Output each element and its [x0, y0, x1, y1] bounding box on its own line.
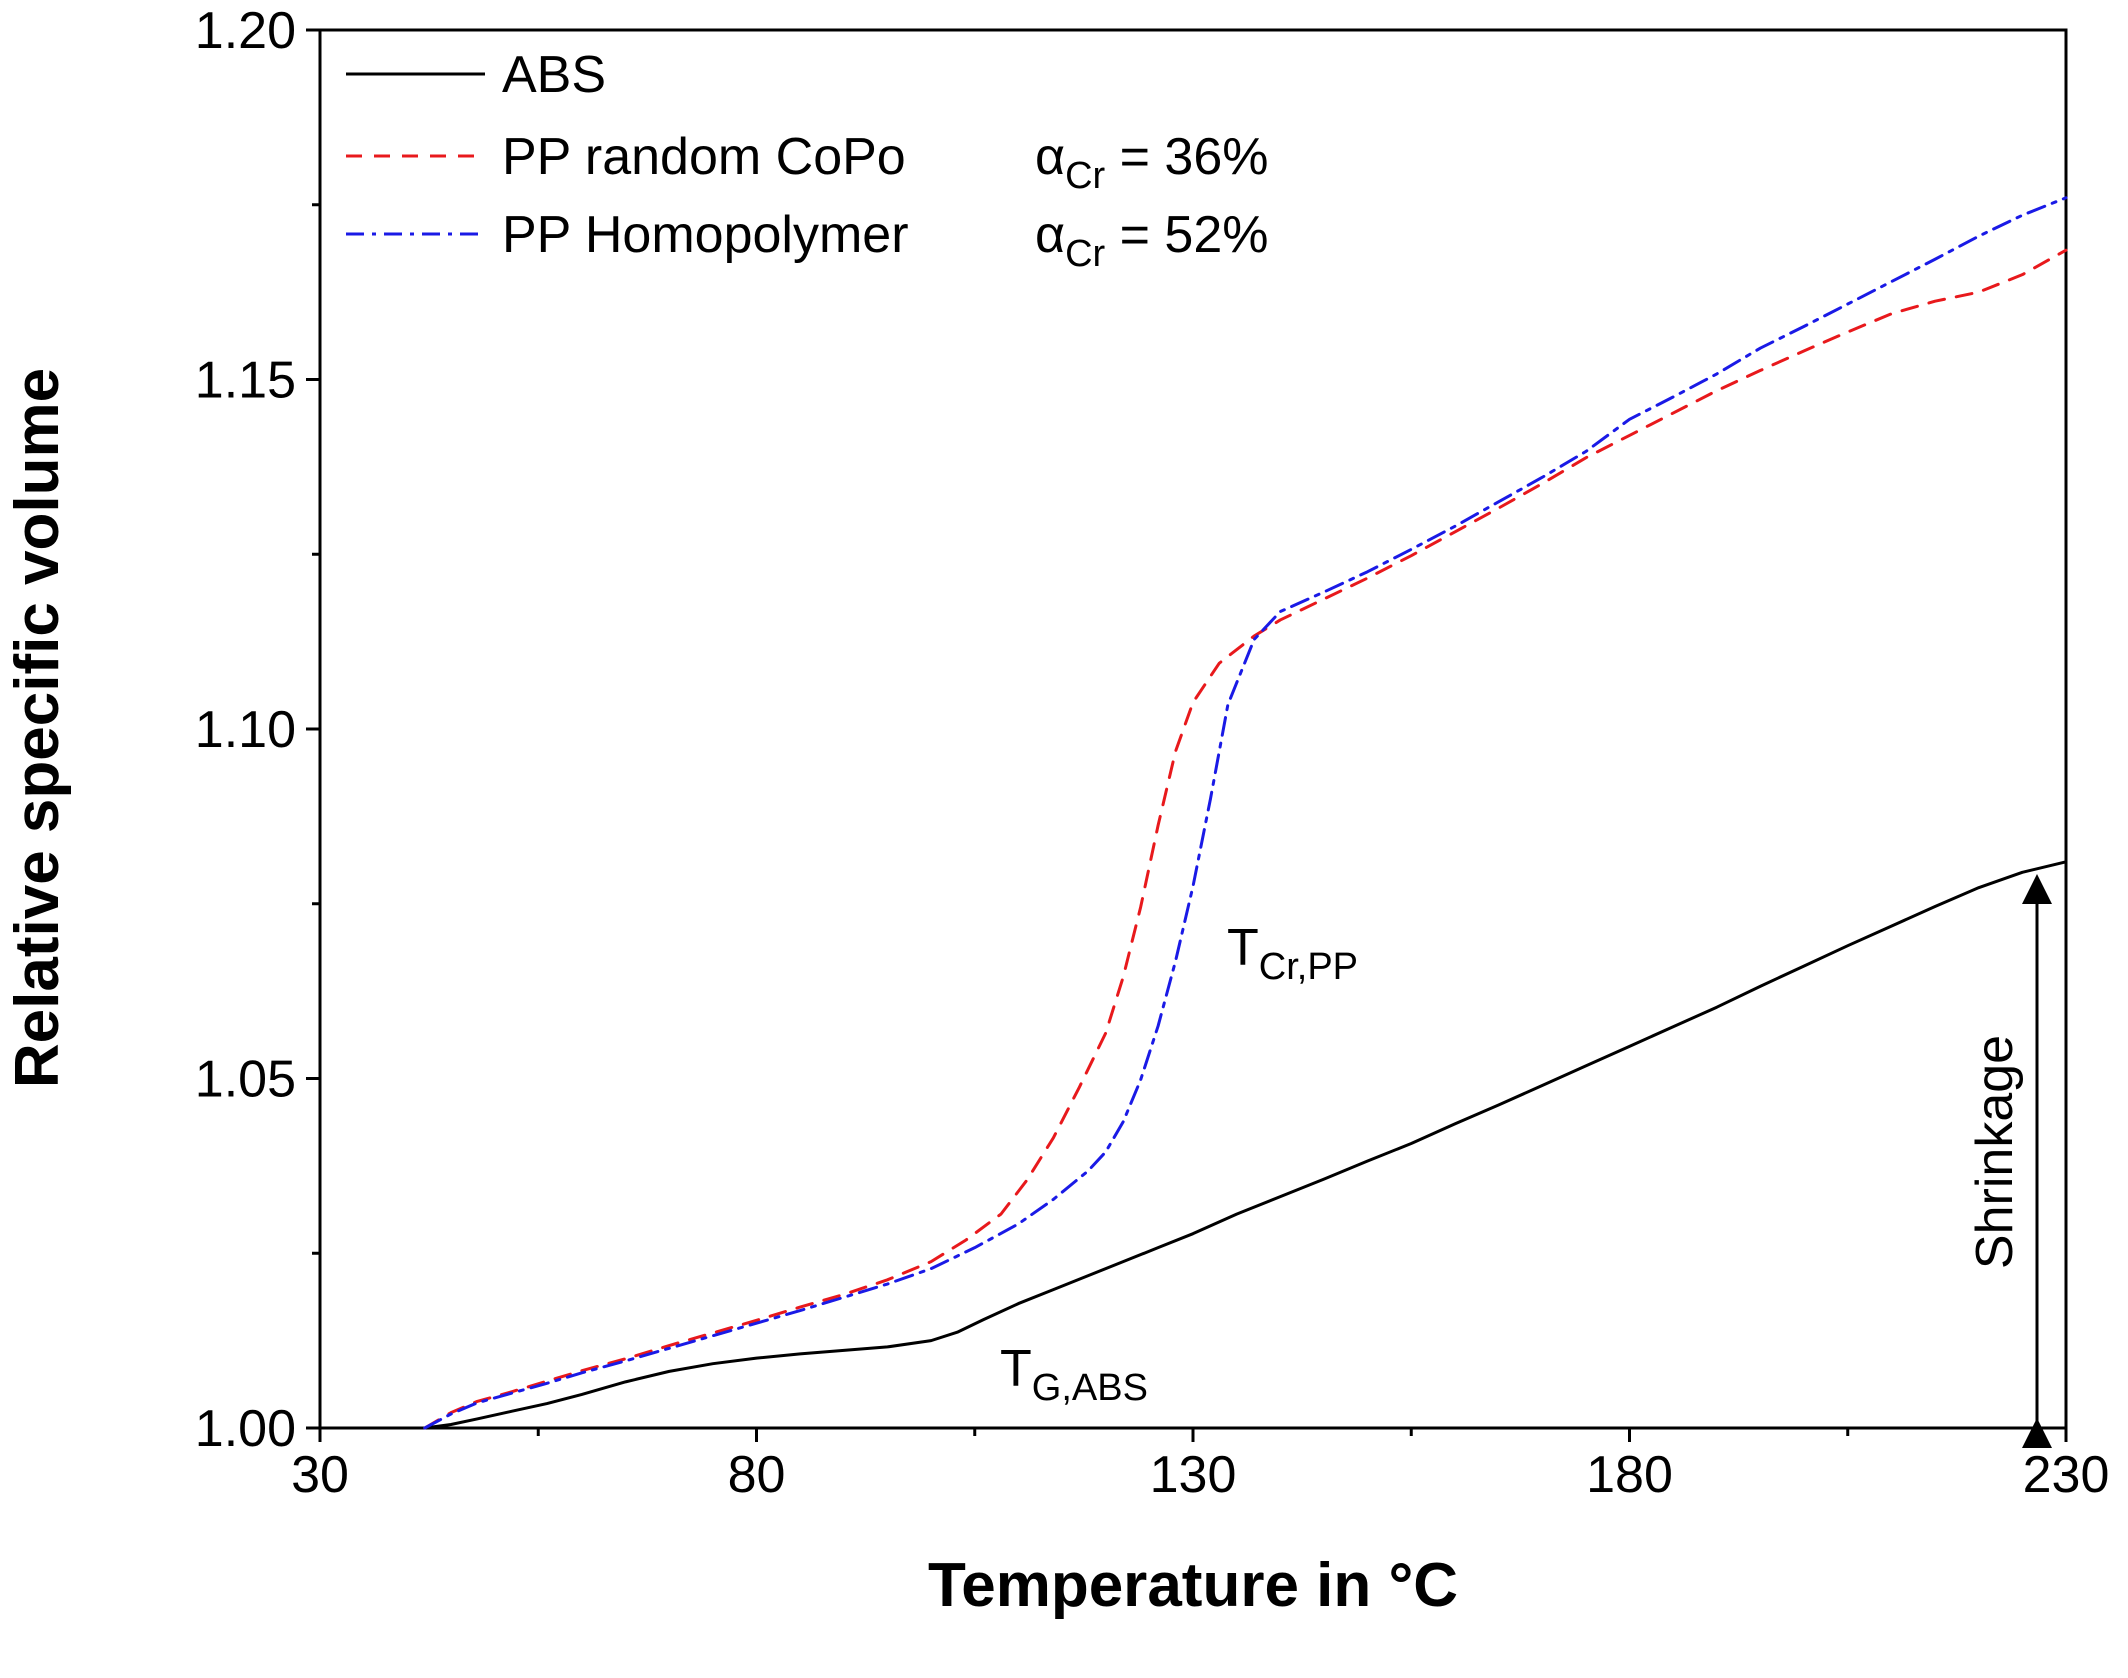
- legend-label-pp-homo-name: PP Homopolymer: [502, 206, 909, 264]
- x-tick-label: 130: [1150, 1446, 1237, 1504]
- legend-label-pp-copo-alpha: α: [1035, 128, 1065, 186]
- shrinkage-label: Shrinkage: [1966, 1035, 2024, 1269]
- y-tick-label: 1.05: [195, 1051, 296, 1109]
- annotation-t-cr-pp: TCr,PP: [1227, 919, 1358, 988]
- legend-label-pp-copo: PP random CoPo αCr = 36%: [502, 128, 1269, 197]
- x-tick-label: 180: [1586, 1446, 1673, 1504]
- series-line-2: [423, 196, 2068, 1430]
- legend-label-pp-homo-alpha-sub: Cr: [1065, 233, 1105, 275]
- legend-label-abs: ABS: [502, 46, 606, 104]
- x-tick-label: 80: [728, 1446, 786, 1504]
- annotation-t-cr-pp-main: T: [1227, 919, 1259, 977]
- y-tick-label: 1.15: [195, 352, 296, 410]
- y-tick-label: 1.20: [195, 2, 296, 60]
- x-axis-title: Temperature in °C: [928, 1551, 1458, 1620]
- series-line-1: [423, 248, 2068, 1430]
- legend: ABS PP random CoPo αCr = 36% PP Homopoly…: [346, 46, 1269, 275]
- annotation-t-g-abs-main: T: [1000, 1340, 1032, 1398]
- y-axis-title: Relative specific volume: [3, 368, 72, 1088]
- legend-label-pp-homo-alpha-value: = 52%: [1105, 206, 1268, 264]
- annotation-t-cr-pp-sub: Cr,PP: [1259, 946, 1358, 988]
- series-line-0: [423, 860, 2068, 1430]
- plot-layer: 30 80 130 180 230 1.00 1.05 1.10 1.15 1.20: [195, 2, 2110, 1504]
- shrinkage-annotation: Shrinkage: [1966, 874, 2052, 1448]
- legend-label-pp-copo-alpha-sub: Cr: [1065, 155, 1105, 197]
- legend-label-pp-copo-name: PP random CoPo: [502, 128, 906, 186]
- y-tick-label: 1.00: [195, 1400, 296, 1458]
- y-tick-label: 1.10: [195, 701, 296, 759]
- legend-label-pp-copo-alpha-value: = 36%: [1105, 128, 1268, 186]
- x-tick-label: 30: [291, 1446, 349, 1504]
- x-tick-label: 230: [2023, 1446, 2110, 1504]
- annotation-t-g-abs-sub: G,ABS: [1032, 1367, 1148, 1409]
- legend-label-pp-homo: PP Homopolymer αCr = 52%: [502, 206, 1269, 275]
- legend-label-pp-homo-alpha: α: [1035, 206, 1065, 264]
- annotation-t-g-abs: TG,ABS: [1000, 1340, 1148, 1409]
